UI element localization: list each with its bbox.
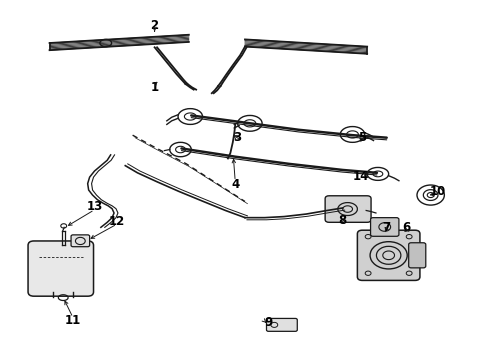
Text: 12: 12: [109, 215, 125, 228]
Text: 8: 8: [339, 214, 347, 227]
Text: 9: 9: [264, 316, 272, 329]
FancyBboxPatch shape: [357, 230, 420, 280]
Text: 7: 7: [383, 221, 391, 234]
FancyBboxPatch shape: [370, 218, 399, 236]
Text: 2: 2: [150, 19, 159, 32]
FancyBboxPatch shape: [71, 235, 90, 247]
FancyBboxPatch shape: [409, 243, 426, 268]
Text: 4: 4: [231, 178, 239, 191]
FancyBboxPatch shape: [28, 241, 94, 296]
FancyBboxPatch shape: [325, 196, 371, 222]
Text: 10: 10: [430, 185, 446, 198]
Text: 5: 5: [358, 131, 367, 144]
Text: 6: 6: [402, 221, 410, 234]
Text: 13: 13: [86, 201, 102, 213]
Text: 1: 1: [150, 81, 159, 94]
FancyBboxPatch shape: [267, 319, 297, 331]
Text: 3: 3: [234, 131, 242, 144]
Text: 14: 14: [353, 170, 369, 183]
Text: 11: 11: [65, 314, 81, 327]
